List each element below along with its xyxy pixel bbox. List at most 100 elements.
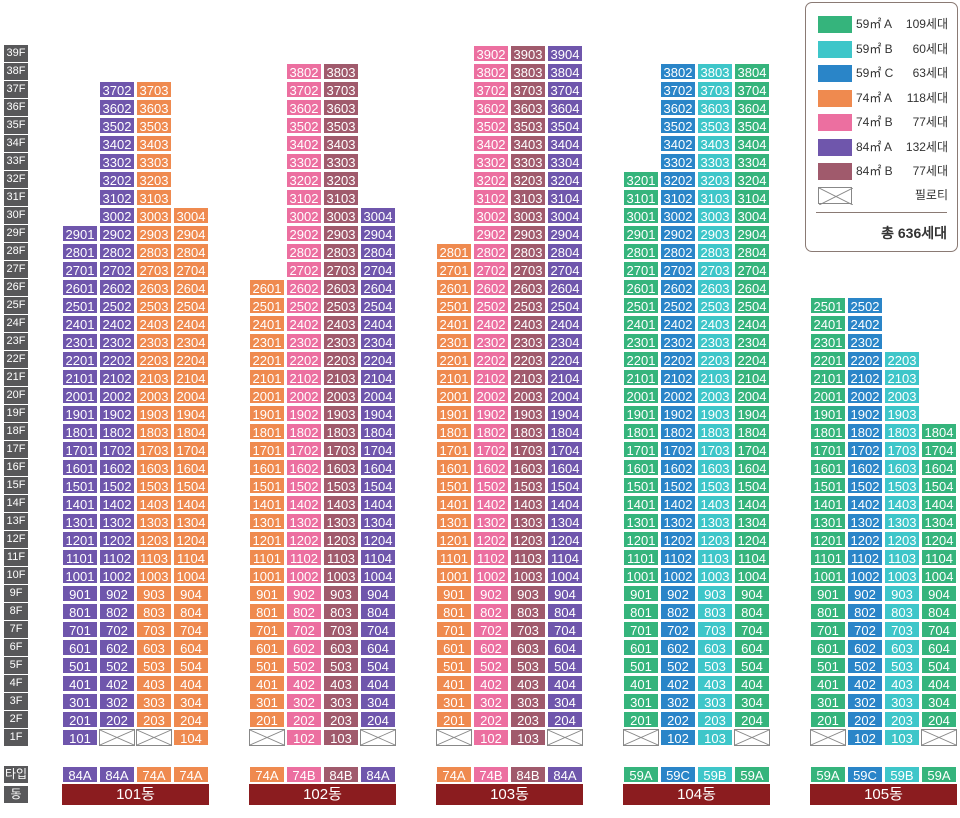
unit-cell: 1804 — [921, 423, 957, 440]
unit-cell: 3304 — [734, 153, 770, 170]
unit-cell: 3004 — [173, 207, 209, 224]
unit-cell: 3102 — [660, 189, 696, 206]
legend-type: 74㎡ A — [856, 90, 893, 105]
unit-cell: 2104 — [360, 369, 396, 386]
unit-cell: 704 — [921, 621, 957, 638]
unit-cell: 1001 — [810, 567, 846, 584]
unit-cell: 2704 — [734, 261, 770, 278]
type-row-label: 타입 — [4, 766, 28, 783]
unit-cell: 904 — [547, 585, 583, 602]
unit-cell: 1503 — [884, 477, 920, 494]
unit-cell: 1204 — [921, 531, 957, 548]
unit-cell: 2003 — [510, 387, 546, 404]
unit-type-label: 74A — [173, 766, 209, 783]
unit-cell: 801 — [810, 603, 846, 620]
unit-cell: 1601 — [623, 459, 659, 476]
unit-cell: 3503 — [136, 117, 172, 134]
unit-cell: 3104 — [734, 189, 770, 206]
unit-cell: 3702 — [660, 81, 696, 98]
unit-cell: 1303 — [510, 513, 546, 530]
unit-cell: 3403 — [136, 135, 172, 152]
unit-cell: 1403 — [136, 495, 172, 512]
unit-cell: 1502 — [847, 477, 883, 494]
unit-cell: 2402 — [473, 315, 509, 332]
unit-cell: 1101 — [249, 549, 285, 566]
unit-cell: 2002 — [286, 387, 322, 404]
unit-cell: 303 — [510, 693, 546, 710]
unit-cell: 3804 — [547, 63, 583, 80]
unit-cell: 2303 — [323, 333, 359, 350]
unit-cell: 2403 — [136, 315, 172, 332]
unit-cell: 1501 — [249, 477, 285, 494]
building-name: 104동 — [623, 784, 770, 805]
unit-cell: 1604 — [360, 459, 396, 476]
unit-type-label: 74B — [286, 766, 322, 783]
unit-type-label: 59C — [660, 766, 696, 783]
unit-cell: 2401 — [810, 315, 846, 332]
unit-cell: 901 — [623, 585, 659, 602]
unit-cell: 803 — [136, 603, 172, 620]
unit-cell: 2501 — [623, 297, 659, 314]
unit-cell: 2201 — [249, 351, 285, 368]
unit-cell: 1803 — [323, 423, 359, 440]
unit-cell: 2503 — [136, 297, 172, 314]
unit-cell: 1103 — [884, 549, 920, 566]
unit-cell: 3103 — [510, 189, 546, 206]
legend-count: 118세대 — [906, 90, 948, 105]
unit-cell: 1003 — [323, 567, 359, 584]
unit-cell: 3101 — [623, 189, 659, 206]
unit-cell: 703 — [510, 621, 546, 638]
unit-cell: 2201 — [436, 351, 472, 368]
unit-cell: 2103 — [697, 369, 733, 386]
unit-cell: 403 — [323, 675, 359, 692]
unit-cell: 2501 — [436, 297, 472, 314]
unit-cell: 1002 — [847, 567, 883, 584]
unit-cell: 3503 — [510, 117, 546, 134]
unit-cell: 402 — [847, 675, 883, 692]
unit-cell: 3203 — [510, 171, 546, 188]
unit-cell: 1302 — [660, 513, 696, 530]
unit-cell: 2504 — [173, 297, 209, 314]
unit-cell: 2904 — [734, 225, 770, 242]
unit-cell: 1603 — [510, 459, 546, 476]
unit-cell: 1003 — [697, 567, 733, 584]
unit-cell: 2401 — [436, 315, 472, 332]
unit-cell: 2301 — [623, 333, 659, 350]
floor-label: 15F — [4, 477, 28, 494]
unit-cell: 3001 — [623, 207, 659, 224]
legend-item: 59㎡ A 109세대 — [818, 16, 948, 33]
unit-cell: 2502 — [473, 297, 509, 314]
unit-cell: 502 — [847, 657, 883, 674]
unit-cell: 2804 — [547, 243, 583, 260]
dong-row-label: 동 — [4, 786, 28, 803]
unit-cell: 1803 — [136, 423, 172, 440]
unit-cell: 3002 — [99, 207, 135, 224]
unit-cell: 1101 — [623, 549, 659, 566]
unit-cell: 1401 — [810, 495, 846, 512]
unit-cell: 602 — [286, 639, 322, 656]
unit-cell: 1502 — [473, 477, 509, 494]
unit-cell: 1801 — [623, 423, 659, 440]
unit-cell: 1102 — [473, 549, 509, 566]
unit-type-label: 74A — [436, 766, 472, 783]
legend-swatch — [818, 40, 852, 58]
unit-cell: 2101 — [436, 369, 472, 386]
building-name: 102동 — [249, 784, 396, 805]
unit-cell: 1104 — [360, 549, 396, 566]
unit-cell: 3803 — [697, 63, 733, 80]
unit-cell: 2202 — [660, 351, 696, 368]
unit-cell: 3102 — [99, 189, 135, 206]
unit-cell: 404 — [360, 675, 396, 692]
unit-cell: 2203 — [510, 351, 546, 368]
legend-swatch — [818, 65, 852, 82]
unit-cell: 801 — [249, 603, 285, 620]
unit-cell: 1903 — [323, 405, 359, 422]
floor-label: 12F — [4, 531, 28, 548]
unit-cell: 2901 — [62, 225, 98, 242]
unit-cell: 3502 — [286, 117, 322, 134]
unit-cell: 601 — [810, 639, 846, 656]
unit-cell: 2801 — [62, 243, 98, 260]
legend-count: 60세대 — [912, 41, 948, 56]
unit-cell: 702 — [99, 621, 135, 638]
unit-cell: 1903 — [697, 405, 733, 422]
